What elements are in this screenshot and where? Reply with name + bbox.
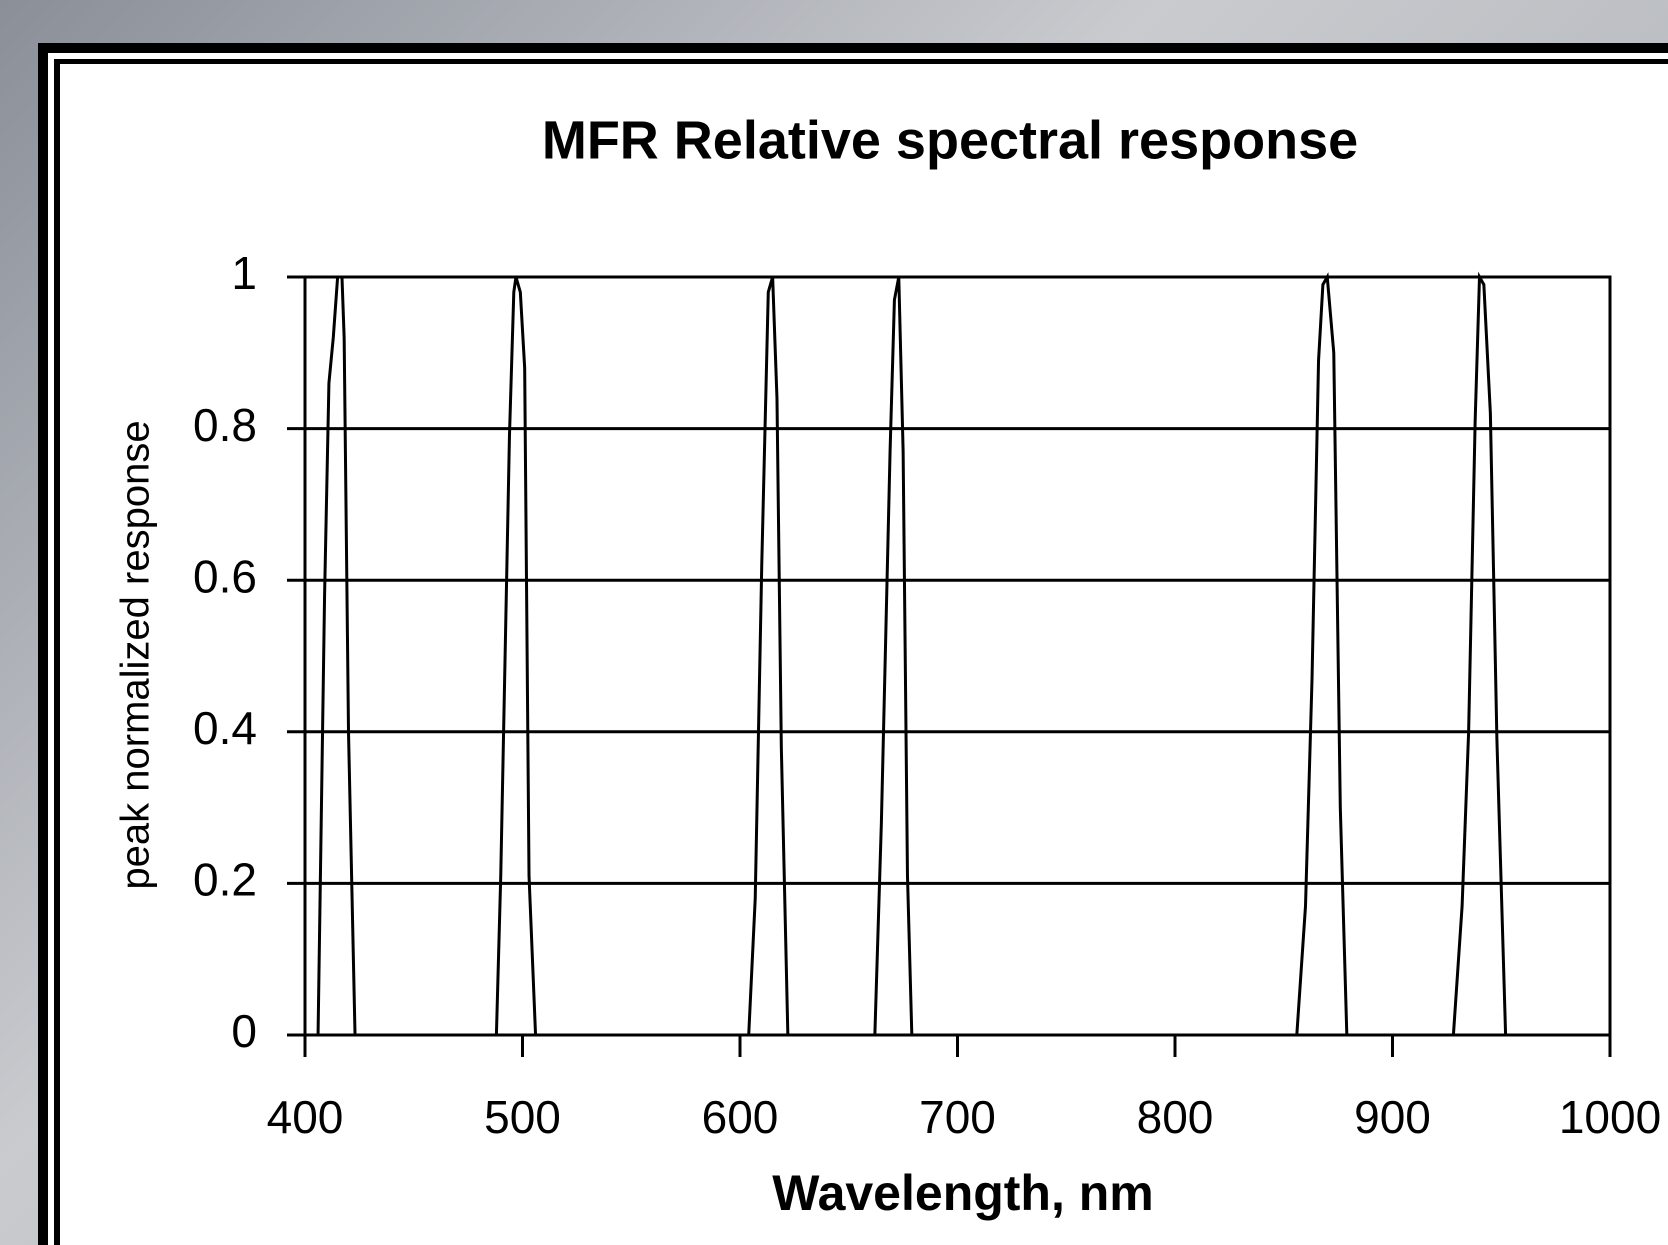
y-axis-label: peak normalized response xyxy=(114,420,158,889)
x-tick-label: 800 xyxy=(1137,1091,1214,1143)
y-tick-label: 0.8 xyxy=(193,399,257,451)
series-line xyxy=(747,276,790,1036)
plot-area xyxy=(303,275,1612,1037)
x-tick-label: 500 xyxy=(484,1091,561,1143)
x-tick-label: 1000 xyxy=(1559,1091,1661,1143)
x-axis-label: Wavelength, nm xyxy=(772,1165,1154,1221)
y-tick-label: 0 xyxy=(231,1005,257,1057)
x-tick-label: 400 xyxy=(267,1091,344,1143)
y-tick-label: 1 xyxy=(231,247,257,299)
y-tick-label: 0.2 xyxy=(193,854,257,906)
x-tick-label: 600 xyxy=(702,1091,779,1143)
chart-title: MFR Relative spectral response xyxy=(542,110,1358,170)
y-tick-label: 0.4 xyxy=(193,702,257,754)
series-line xyxy=(873,276,914,1036)
x-tick-label: 900 xyxy=(1354,1091,1431,1143)
series-line xyxy=(1451,271,1508,1036)
y-tick-label: 0.6 xyxy=(193,550,257,602)
x-tick-label: 700 xyxy=(919,1091,996,1143)
series-line xyxy=(1295,272,1349,1036)
series-line xyxy=(494,276,538,1036)
series-line xyxy=(316,275,357,1036)
